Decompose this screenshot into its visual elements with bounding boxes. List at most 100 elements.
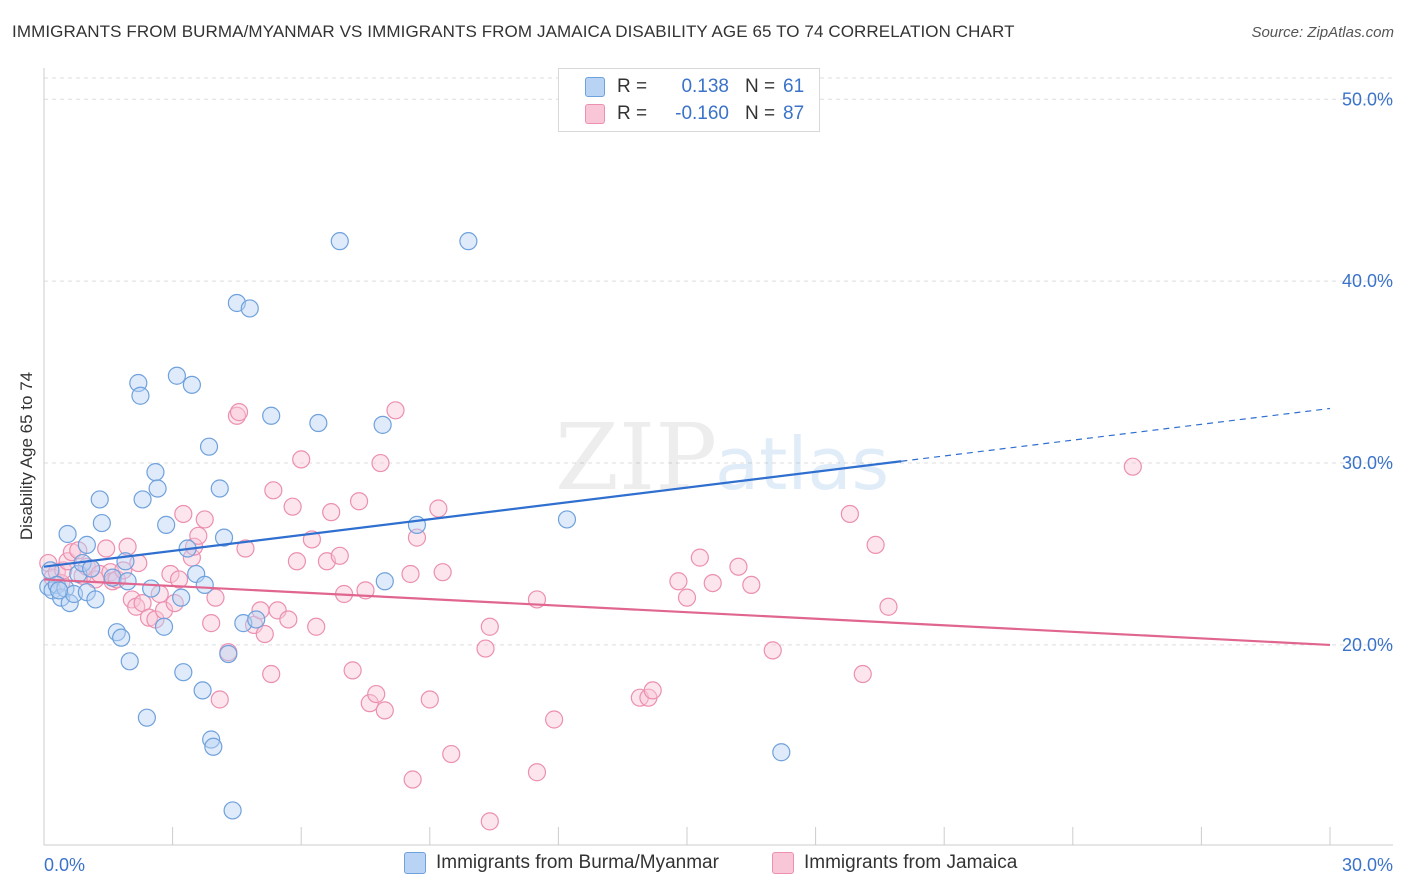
jamaica-point	[292, 450, 311, 469]
jamaica-point	[866, 535, 885, 554]
watermark-atlas: atlas	[715, 422, 889, 506]
burma-point	[407, 515, 427, 534]
burma-point	[112, 628, 131, 647]
jamaica-point	[154, 601, 174, 620]
burma-point	[202, 730, 221, 749]
burma-point	[120, 652, 139, 671]
jamaica-point	[429, 499, 448, 518]
burma-point	[118, 572, 137, 591]
jamaica-point	[330, 546, 349, 565]
burma-point	[459, 232, 478, 251]
series-legend-label: Immigrants from Jamaica	[804, 852, 1018, 873]
series-swatch-pink	[772, 852, 794, 874]
y-axis-label: Disability Age 65 to 74	[17, 372, 36, 540]
series-legend-burma[interactable]: Immigrants from Burma/Myanmar	[404, 852, 719, 874]
jamaica-point	[763, 641, 782, 660]
x-tick-label-max: 30.0%	[1342, 855, 1393, 875]
x-tick-label-min: 0.0%	[44, 855, 85, 875]
jamaica-point	[262, 664, 281, 684]
burma-point	[557, 510, 577, 529]
jamaica-point	[287, 552, 307, 571]
burma-point	[92, 513, 111, 533]
jamaica-point	[371, 453, 390, 473]
jamaica-point	[677, 588, 697, 607]
burma-point	[219, 644, 238, 664]
jamaica-point	[283, 497, 302, 516]
correlation-legend: R = 0.138 N = 61 R = -0.160 N = 87	[558, 68, 820, 132]
burma-point	[199, 437, 219, 456]
jamaica-point	[360, 694, 379, 713]
burma-point	[204, 737, 223, 756]
burma-point	[146, 463, 165, 482]
jamaica-point	[118, 537, 137, 556]
burma-trend-extension	[901, 407, 1331, 462]
legend-n-label: N =	[745, 103, 776, 124]
jamaica-point	[169, 570, 189, 589]
burma-trend-line	[43, 460, 902, 568]
jamaica-point	[669, 572, 688, 591]
jamaica-point	[403, 770, 422, 789]
burma-point	[182, 375, 201, 394]
jamaica-point	[189, 526, 208, 545]
jamaica-point	[343, 661, 362, 680]
jamaica-point	[643, 681, 662, 700]
jamaica-point	[442, 744, 461, 764]
jamaica-point	[476, 639, 495, 658]
legend-r-value: 0.138	[681, 76, 729, 97]
burma-point	[77, 535, 96, 554]
jamaica-point	[879, 597, 898, 616]
series-swatch-blue	[404, 852, 426, 874]
burma-point	[60, 593, 79, 613]
burma-point	[210, 479, 229, 498]
series-legend: Immigrants from Burma/Myanmar Immigrants…	[0, 852, 1406, 878]
jamaica-point	[279, 610, 298, 629]
jamaica-point	[349, 492, 369, 511]
jamaica-point	[202, 614, 221, 633]
jamaica-point	[367, 684, 386, 704]
burma-point	[330, 232, 349, 251]
burma-point	[133, 490, 152, 509]
burma-point	[167, 366, 186, 385]
chart-title: IMMIGRANTS FROM BURMA/MYANMAR VS IMMIGRA…	[12, 22, 1015, 41]
burma-point	[247, 610, 266, 629]
legend-swatch-pink	[585, 104, 605, 124]
jamaica-point	[255, 624, 274, 644]
burma-point	[262, 406, 281, 425]
legend-swatch-blue	[585, 77, 605, 97]
jamaica-point	[210, 690, 229, 709]
burma-point	[142, 579, 161, 598]
legend-r-label: R =	[617, 103, 648, 124]
jamaica-point	[545, 710, 564, 729]
jamaica-points	[39, 401, 1142, 831]
legend-n-label: N =	[745, 76, 776, 97]
jamaica-point	[322, 503, 341, 522]
burma-point	[90, 490, 109, 509]
series-legend-jamaica[interactable]: Immigrants from Jamaica	[772, 852, 1017, 874]
burma-point	[86, 590, 105, 609]
burma-point	[223, 801, 242, 820]
burma-point	[148, 479, 167, 498]
axes	[43, 68, 1393, 846]
jamaica-point	[58, 552, 77, 571]
burma-point	[157, 515, 176, 534]
jamaica-trend-line	[43, 578, 1331, 647]
y-tick-label: 40.0%	[1342, 271, 1393, 291]
legend-r-label: R =	[617, 76, 648, 97]
jamaica-point	[386, 401, 405, 420]
burma-point	[309, 413, 328, 433]
legend-n-value: 87	[783, 103, 805, 124]
burma-point	[58, 524, 77, 544]
burma-point	[193, 681, 212, 700]
legend-row-burma: R = 0.138 N = 61	[585, 75, 804, 99]
jamaica-point	[195, 510, 214, 529]
axis-ticks	[43, 827, 1331, 845]
jamaica-point	[480, 812, 499, 831]
burma-point	[49, 581, 69, 600]
legend-row-jamaica: R = -0.160 N = 87	[585, 102, 804, 126]
y-tick-labels: 20.0% 30.0% 40.0% 50.0%	[1342, 89, 1393, 655]
burma-point	[195, 575, 214, 595]
burma-point	[137, 708, 156, 727]
jamaica-point	[853, 664, 872, 684]
burma-point	[375, 572, 394, 591]
burma-points	[39, 232, 791, 820]
